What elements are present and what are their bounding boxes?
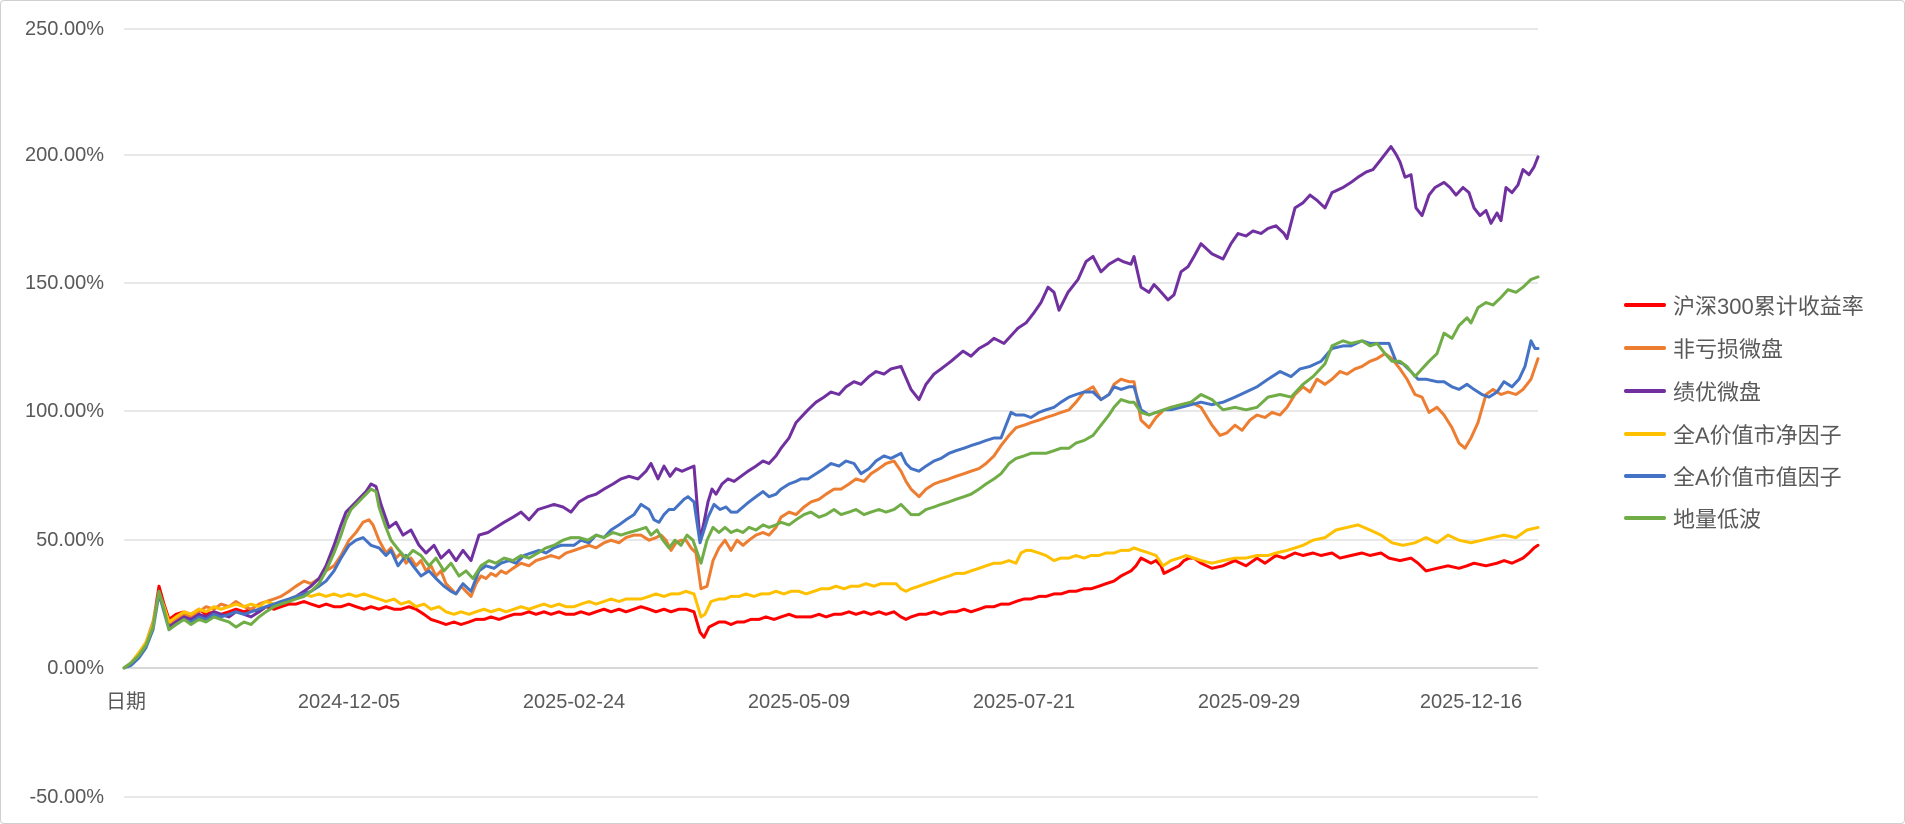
y-axis-label: 100.00% (25, 400, 104, 422)
legend-line-swatch-icon (1624, 346, 1666, 350)
legend-item: 地量低波 (1624, 502, 1761, 534)
y-axis-label: 0.00% (47, 657, 104, 679)
legend-item: 绩优微盘 (1624, 375, 1761, 407)
legend-line-swatch-icon (1624, 432, 1666, 436)
legend-item: 全A价值市值因子 (1624, 460, 1842, 492)
legend-item: 沪深300累计收益率 (1624, 289, 1864, 321)
legend-item-label: 绩优微盘 (1673, 380, 1762, 405)
y-axis-label: 250.00% (25, 18, 104, 40)
x-axis-label: 2025-02-24 (522, 691, 626, 713)
series-line-全A价值市值因子 (122, 339, 1540, 670)
y-axis-label: 200.00% (25, 144, 104, 166)
y-axis-label: -50.00% (29, 786, 105, 808)
series-line-全A价值市净因子 (122, 523, 1540, 670)
series-line-绩优微盘 (122, 145, 1540, 670)
x-axis-label: 2025-07-21 (972, 691, 1076, 713)
legend-item-label: 地量低波 (1673, 507, 1762, 532)
legend-line-swatch-icon (1624, 516, 1666, 520)
legend-line-swatch-icon (1624, 303, 1666, 307)
legend-item-label: 全A价值市值因子 (1673, 465, 1842, 490)
x-axis-label: 2025-09-29 (1197, 691, 1301, 713)
x-axis-label: 2024-12-05 (297, 691, 401, 713)
y-axis-label: 150.00% (25, 272, 104, 294)
series-line-非亏损微盘 (122, 352, 1540, 670)
series-line-地量低波 (122, 275, 1540, 670)
x-axis-label: 2025-05-09 (747, 691, 851, 713)
legend-line-swatch-icon (1624, 474, 1666, 478)
legend-item-label: 非亏损微盘 (1673, 337, 1784, 362)
legend-item: 非亏损微盘 (1624, 332, 1783, 364)
legend-item: 全A价值市净因子 (1624, 418, 1842, 450)
x-axis-label: 日期 (106, 691, 146, 713)
series-line-沪深300累计收益率 (122, 543, 1540, 670)
x-axis-label: 2025-12-16 (1419, 691, 1523, 713)
legend-line-swatch-icon (1624, 389, 1666, 393)
legend-item-label: 全A价值市净因子 (1673, 423, 1842, 448)
y-axis-label: 50.00% (36, 529, 104, 551)
legend-item-label: 沪深300累计收益率 (1673, 294, 1864, 319)
